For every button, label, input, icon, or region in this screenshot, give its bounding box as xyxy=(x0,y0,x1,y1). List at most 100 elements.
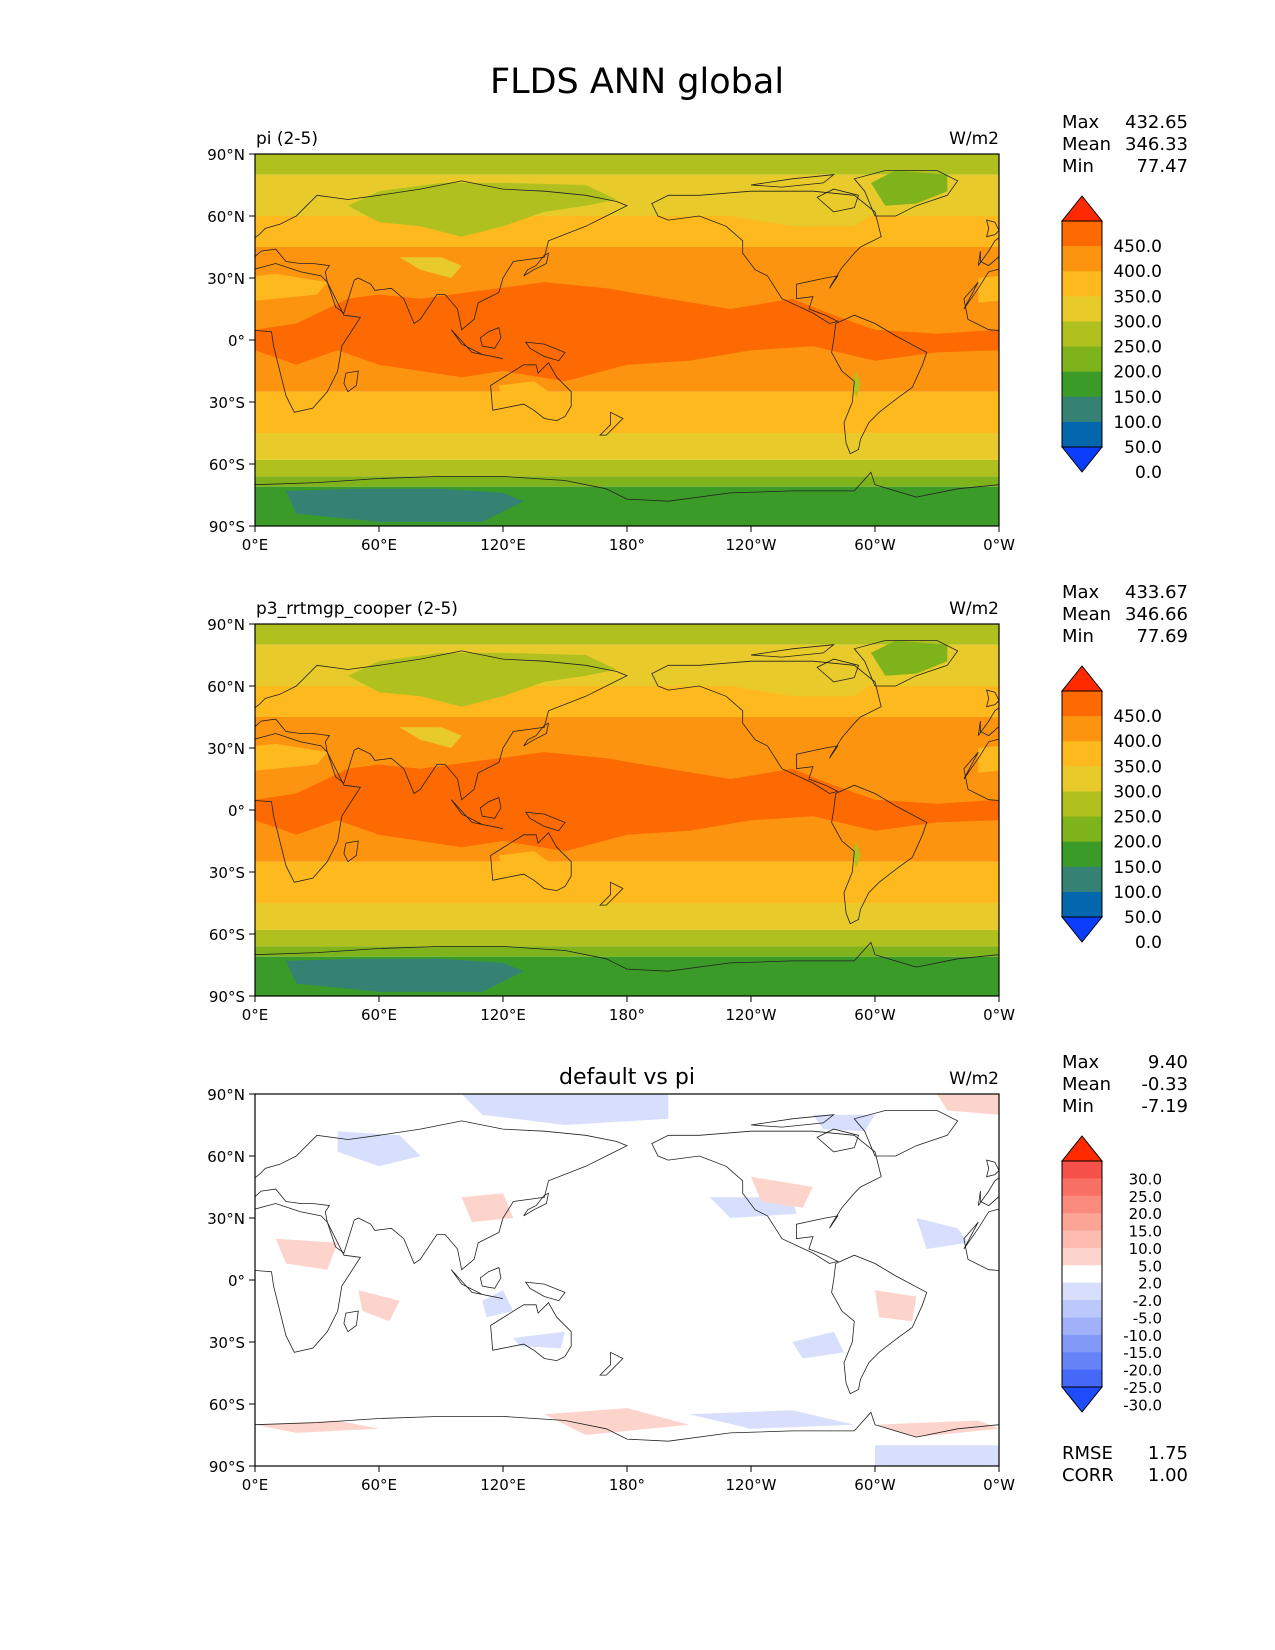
coastline-australia xyxy=(490,832,572,892)
coastline-indonesia xyxy=(450,1269,504,1299)
colorbar-extend-max xyxy=(1060,1135,1104,1162)
stat-label: Mean xyxy=(1062,1074,1111,1095)
lat-tick-label: 60°S xyxy=(209,456,245,474)
coastline-antarctica xyxy=(255,941,999,996)
colorbar-label: 10.0 xyxy=(1129,1240,1162,1258)
lon-tick-label: 0°W xyxy=(983,536,1015,554)
colorbar-label: 450.0 xyxy=(1113,707,1162,727)
stat-value: 9.40 xyxy=(1148,1052,1188,1073)
coastline-samerica xyxy=(831,1254,928,1395)
field-canada xyxy=(668,191,875,227)
colorbar-segment xyxy=(1062,246,1102,272)
lon-tick-label: 0°E xyxy=(242,1006,269,1024)
coastline-africa-wrap xyxy=(963,1208,999,1271)
colorbar-segment xyxy=(1062,421,1102,448)
lat-tick-label: 90°S xyxy=(209,1458,245,1476)
field-band-7 xyxy=(255,476,999,487)
colorbar-frame xyxy=(1061,1160,1103,1388)
colorbar-label: 300.0 xyxy=(1113,312,1162,332)
coastline-japan xyxy=(523,1192,550,1217)
coastline-arctic_isl xyxy=(750,1114,836,1128)
lon-tick-label: 120°E xyxy=(480,1476,526,1494)
lat-tick-label: 90°S xyxy=(209,518,245,536)
coastline-australia xyxy=(490,1302,572,1362)
panel-left-title: p3_rrtmgp_cooper (2-5) xyxy=(256,599,458,619)
field-band-7 xyxy=(255,946,999,957)
coastline-newguinea xyxy=(524,341,566,362)
colorbar-segment xyxy=(1062,396,1102,423)
diff-neg-region-6 xyxy=(875,1445,999,1466)
lon-tick-label: 60°W xyxy=(854,536,896,554)
colorbar-label: 30.0 xyxy=(1129,1170,1162,1188)
colorbar-label: -20.0 xyxy=(1123,1362,1162,1380)
lon-tick-label: 0°E xyxy=(242,536,269,554)
field-australia xyxy=(498,381,549,407)
coastline-japan xyxy=(523,252,550,277)
stat-label: Max xyxy=(1062,1052,1100,1073)
lat-tick-label: 30°N xyxy=(207,740,245,758)
coastline-baffin xyxy=(816,1128,860,1153)
diff-pos-region-6 xyxy=(751,1176,813,1208)
diff-pos-region-8 xyxy=(358,1290,400,1322)
coastline-madagascar xyxy=(343,1310,359,1333)
field-siberia xyxy=(348,652,617,707)
stat-label: Max xyxy=(1062,112,1100,133)
colorbar-extend-min xyxy=(1060,1386,1104,1413)
panel-left-title: pi (2-5) xyxy=(256,129,318,149)
field-antarctic-plateau xyxy=(286,488,524,522)
coastline-nz xyxy=(599,881,624,906)
colorbar-label: 15.0 xyxy=(1129,1223,1162,1241)
colorbar-segment xyxy=(1062,321,1102,348)
colorbar-label: 200.0 xyxy=(1113,363,1162,383)
panels: pi (2-5) W/m290°N60°N30°N0°30°S60°S90°S0°… xyxy=(207,112,1188,1494)
coastline-borneo xyxy=(479,797,502,819)
colorbar-segment xyxy=(1062,1247,1102,1266)
colorbar-label: 50.0 xyxy=(1124,908,1162,928)
field-sahara-wrap xyxy=(978,745,999,773)
lon-tick-label: 120°W xyxy=(726,536,777,554)
lon-tick-label: 180° xyxy=(609,536,645,554)
coastline-africa xyxy=(255,263,362,413)
colorbar-label: 250.0 xyxy=(1113,808,1162,828)
coastline-eurasia xyxy=(255,180,628,331)
coastline-africa xyxy=(255,733,362,883)
colorbar-segment xyxy=(1062,1369,1102,1388)
coastline-britain-wrap xyxy=(986,219,999,238)
figure-title: FLDS ANN global xyxy=(490,62,784,102)
lat-tick-label: 30°S xyxy=(209,864,245,882)
field-antarctic-plateau xyxy=(286,958,524,992)
coastline-namerica xyxy=(651,1130,882,1264)
field-tibet xyxy=(399,727,462,748)
coastline-arctic_isl xyxy=(750,174,836,188)
lat-tick-label: 60°S xyxy=(209,926,245,944)
stat-value: -0.33 xyxy=(1141,1074,1188,1095)
coastline-antarctica xyxy=(255,1411,999,1466)
stat-value: 346.66 xyxy=(1125,604,1188,625)
stat-value: 346.33 xyxy=(1125,134,1188,155)
coastline-eurasia xyxy=(255,650,628,801)
stat-label: Max xyxy=(1062,582,1100,603)
field-warm-pool xyxy=(255,282,999,382)
colorbar-label: 50.0 xyxy=(1124,438,1162,458)
lat-tick-label: 30°S xyxy=(209,394,245,412)
stat-label: Mean xyxy=(1062,134,1111,155)
panel-units: W/m2 xyxy=(949,129,999,149)
colorbar-label: 0.0 xyxy=(1135,463,1162,483)
lon-tick-label: 60°E xyxy=(361,1006,397,1024)
coastline-nz xyxy=(599,1351,624,1376)
colorbar-label: 150.0 xyxy=(1113,388,1162,408)
coastline-eurasia xyxy=(255,1120,628,1271)
colorbar-label: 250.0 xyxy=(1113,338,1162,358)
stat-value: 432.65 xyxy=(1125,112,1188,133)
field-band-6 xyxy=(255,459,999,477)
coastline-africa-wrap xyxy=(963,268,999,331)
panel-units: W/m2 xyxy=(949,1069,999,1089)
extra-stat-value: 1.00 xyxy=(1148,1465,1188,1486)
colorbar-label: 350.0 xyxy=(1113,757,1162,777)
colorbar-label: 20.0 xyxy=(1129,1205,1162,1223)
lat-tick-label: 0° xyxy=(228,1272,245,1290)
field-andes xyxy=(852,841,861,868)
diff-pos-region-2 xyxy=(875,1420,999,1438)
diff-neg-region-2 xyxy=(482,1290,514,1318)
map-area xyxy=(255,154,999,526)
